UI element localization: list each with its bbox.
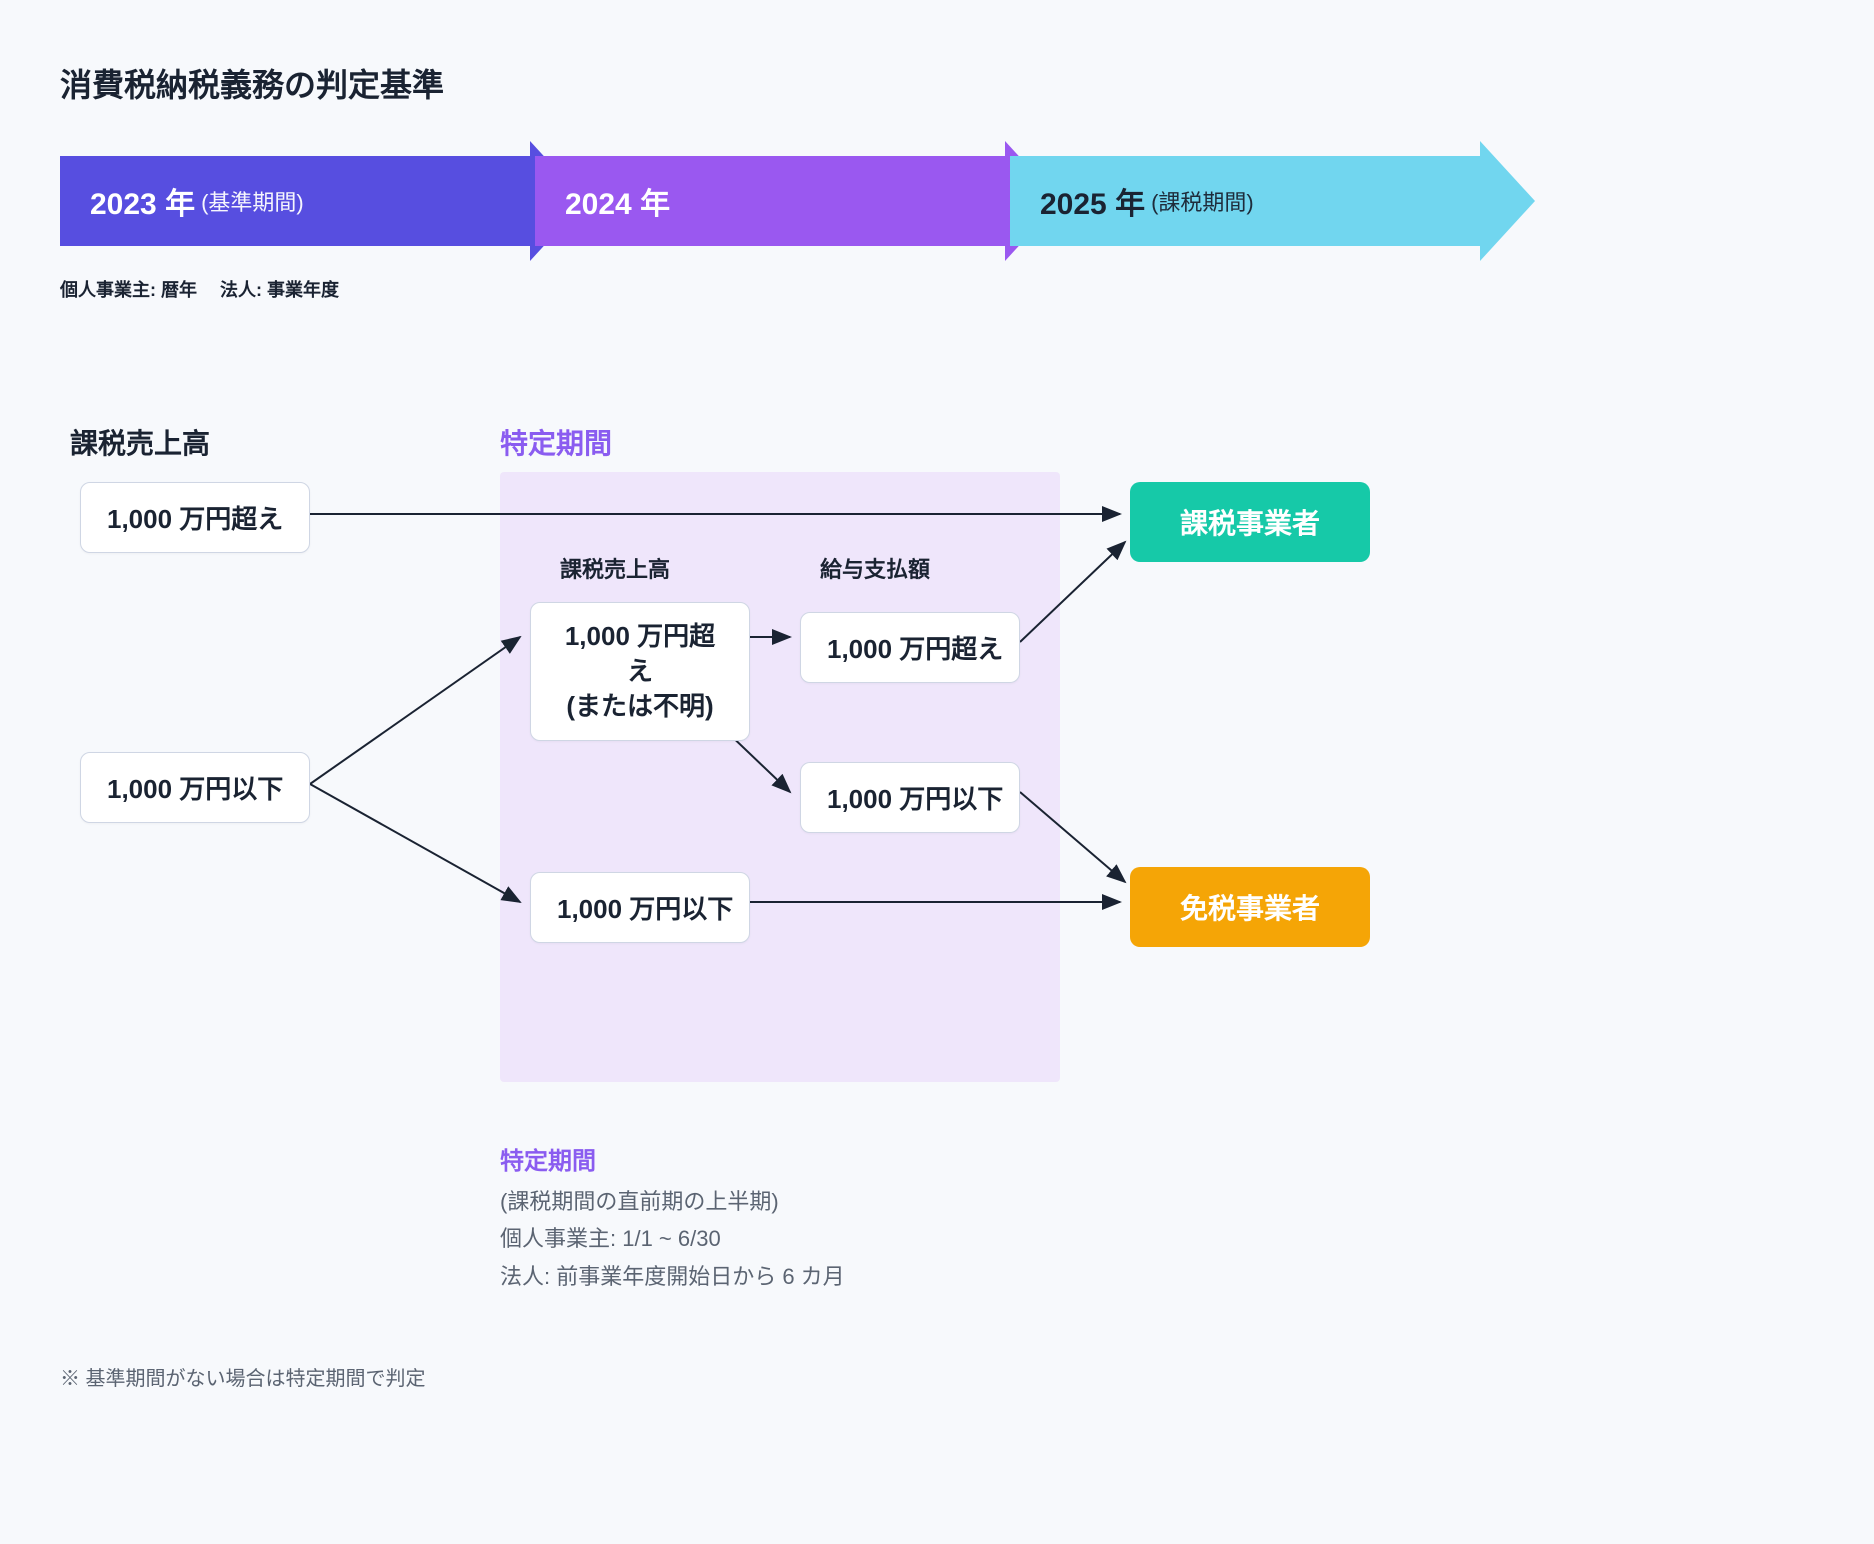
section-label-taxable_sales: 課税売上高	[70, 422, 210, 462]
flow-node-n_mid_under: 1,000 万円以下	[530, 872, 750, 943]
timeline-year-label: 2023 年	[90, 179, 195, 223]
flow-node-n_over_left: 1,000 万円超え	[80, 482, 310, 553]
timeline-arrow-y2023: 2023 年 (基準期間)	[60, 156, 585, 246]
timeline-arrow-y2024: 2024 年	[535, 156, 1060, 246]
page-title: 消費税納税義務の判定基準	[60, 60, 1814, 106]
timeline-year-sub: (基準期間)	[201, 185, 304, 217]
section-label-special_period: 特定期間	[500, 422, 612, 462]
timeline: 2023 年 (基準期間) 2024 年 2025 年 (課税期間)	[60, 156, 1814, 266]
flow-node-n_sal_under: 1,000 万円以下	[800, 762, 1020, 833]
footer-line: (課税期間の直前期の上半期)	[500, 1183, 845, 1220]
timeline-arrow-body: 2024 年	[535, 156, 1005, 246]
timeline-year-sub: (課税期間)	[1151, 185, 1254, 217]
timeline-year-label: 2024 年	[565, 179, 670, 223]
timeline-note: 個人事業主: 暦年 法人: 事業年度	[60, 276, 1814, 302]
result-taxable: 課税事業者	[1130, 482, 1370, 562]
flow-edge	[310, 784, 520, 902]
footer-line: 個人事業主: 1/1 ~ 6/30	[500, 1220, 845, 1257]
footer-line: 法人: 前事業年度開始日から 6 カ月	[500, 1258, 845, 1295]
timeline-year-label: 2025 年	[1040, 179, 1145, 223]
flow-edge	[310, 637, 520, 784]
diagram-canvas: 消費税納税義務の判定基準 2023 年 (基準期間) 2024 年 2025 年 (…	[0, 0, 1874, 1544]
result-exempt: 免税事業者	[1130, 867, 1370, 947]
flow-node-n_mid_over: 1,000 万円超え(または不明)	[530, 602, 750, 741]
footer-heading: 特定期間	[500, 1142, 845, 1183]
timeline-arrow-body: 2023 年 (基準期間)	[60, 156, 530, 246]
flowchart: 課税売上高特定期間課税売上高給与支払額1,000 万円超え1,000 万円以下1…	[60, 422, 1814, 1322]
flow-node-n_sal_over: 1,000 万円超え	[800, 612, 1020, 683]
sub-label-salary_h: 給与支払額	[820, 552, 930, 584]
flow-node-n_under_left: 1,000 万円以下	[80, 752, 310, 823]
footnote: ※ 基準期間がない場合は特定期間で判定	[60, 1362, 426, 1391]
special-period-definition: 特定期間(課税期間の直前期の上半期)個人事業主: 1/1 ~ 6/30法人: 前…	[500, 1142, 845, 1295]
timeline-arrow-y2025: 2025 年 (課税期間)	[1010, 156, 1535, 246]
sub-label-sales_h: 課税売上高	[560, 552, 670, 584]
timeline-arrow-body: 2025 年 (課税期間)	[1010, 156, 1480, 246]
arrowhead-icon	[1480, 141, 1535, 261]
